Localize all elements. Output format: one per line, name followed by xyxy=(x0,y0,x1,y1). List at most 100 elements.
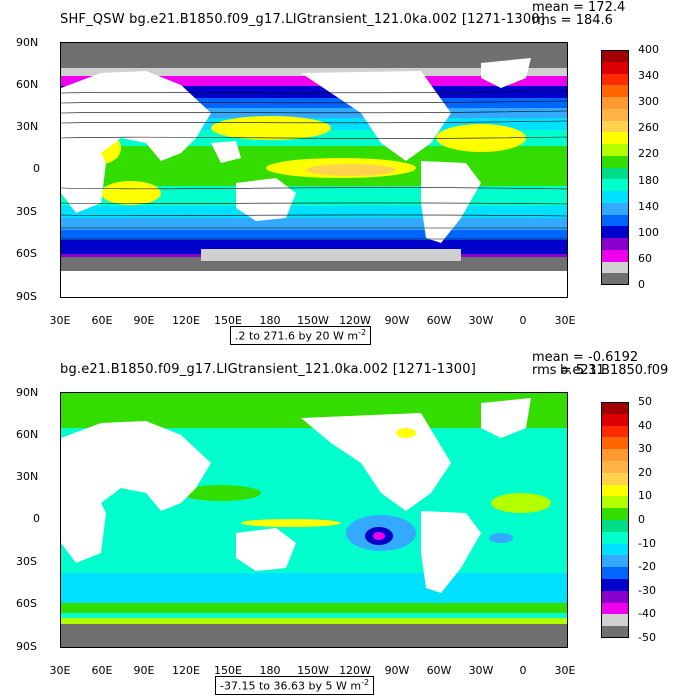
lon-label: 90E xyxy=(133,314,155,327)
colorbar-label: -40 xyxy=(638,607,656,621)
lon-label: 150W xyxy=(297,664,329,677)
colorbar-swatch xyxy=(601,132,629,144)
lon-label: 0 xyxy=(519,664,527,677)
colorbar-swatch xyxy=(601,167,629,180)
colorbar-label: 140 xyxy=(638,199,659,213)
bottom-contour-range-text: -37.15 to 36.63 by 5 W m xyxy=(220,679,362,693)
colorbar-swatch xyxy=(601,261,629,274)
colorbar-swatch xyxy=(601,85,629,97)
lon-label: 180 xyxy=(259,314,281,327)
colorbar-label: 100 xyxy=(638,225,659,239)
colorbar-label: 10 xyxy=(638,489,652,503)
lat-label: 60S xyxy=(16,247,37,260)
colorbar-swatch xyxy=(601,519,629,532)
colorbar-swatch xyxy=(601,108,629,121)
colorbar-swatch xyxy=(601,238,629,250)
colorbar-swatch xyxy=(601,626,629,638)
colorbar-label: 220 xyxy=(638,147,659,161)
lat-label: 60S xyxy=(16,597,37,610)
lon-label: 120W xyxy=(339,314,371,327)
lat-label: 30N xyxy=(16,120,39,133)
lon-label: 150E xyxy=(214,314,242,327)
lon-label: 30E xyxy=(554,664,576,677)
lat-label: 90N xyxy=(16,386,39,399)
lat-label: 30S xyxy=(16,555,37,568)
lat-label: 0 xyxy=(33,162,40,175)
lon-label: 150E xyxy=(214,664,242,677)
lon-label: 60W xyxy=(426,664,452,677)
bottom-colorbar xyxy=(601,402,629,638)
colorbar-swatch xyxy=(601,460,629,473)
colorbar-label: 0 xyxy=(638,513,645,526)
colorbar-swatch xyxy=(601,449,629,461)
lon-label: 90W xyxy=(384,664,410,677)
top-map-graphic xyxy=(61,43,567,297)
bottom-rms-value: rms = 5.31 xyxy=(532,363,605,378)
lat-label: 90S xyxy=(16,640,37,653)
lon-label: 60E xyxy=(91,664,113,677)
lon-label: 30W xyxy=(468,314,494,327)
bottom-map-panel: bg.e21.B1850.f09_g17.LIGtransient_121.0k… xyxy=(0,350,700,700)
lon-label: 120W xyxy=(339,664,371,677)
top-contour-range-exponent: -2 xyxy=(358,328,367,337)
top-colorbar xyxy=(601,50,629,285)
bottom-map-title: bg.e21.B1850.f09_g17.LIGtransient_121.0k… xyxy=(60,362,476,377)
lon-label: 120E xyxy=(172,314,200,327)
lon-label: 30E xyxy=(49,664,71,677)
colorbar-swatch xyxy=(601,543,629,556)
top-map-title: SHF_QSW bg.e21.B1850.f09_g17.LIGtransien… xyxy=(60,12,546,27)
colorbar-swatch xyxy=(601,226,629,238)
colorbar-swatch xyxy=(601,155,629,168)
colorbar-swatch xyxy=(601,50,629,62)
lon-label: 90W xyxy=(384,314,410,327)
lon-label: 30E xyxy=(49,314,71,327)
colorbar-swatch xyxy=(601,97,629,109)
colorbar-label: 300 xyxy=(638,95,659,109)
colorbar-label: -30 xyxy=(638,583,656,597)
colorbar-swatch xyxy=(601,249,629,262)
bottom-contour-range: -37.15 to 36.63 by 5 W m-2 xyxy=(215,676,375,695)
colorbar-swatch xyxy=(601,214,629,227)
colorbar-swatch xyxy=(601,425,629,438)
bottom-map-graphic xyxy=(61,393,567,647)
lat-label: 60N xyxy=(16,428,39,441)
lat-label: 0 xyxy=(33,512,40,525)
colorbar-swatch xyxy=(601,73,629,86)
colorbar-label: 260 xyxy=(638,121,659,135)
colorbar-swatch xyxy=(601,413,629,426)
top-map-plot xyxy=(60,42,568,298)
colorbar-swatch xyxy=(601,273,629,285)
colorbar-swatch xyxy=(601,508,629,520)
colorbar-label: 400 xyxy=(638,43,659,56)
colorbar-label: 180 xyxy=(638,173,659,187)
colorbar-swatch xyxy=(601,590,629,603)
top-map-panel: SHF_QSW bg.e21.B1850.f09_g17.LIGtransien… xyxy=(16,0,659,345)
colorbar-label: 40 xyxy=(638,418,652,432)
lat-label: 30S xyxy=(16,205,37,218)
lon-label: 60E xyxy=(91,314,113,327)
colorbar-label: -10 xyxy=(638,536,656,550)
lon-label: 30W xyxy=(468,664,494,677)
bottom-mean-value: mean = -0.6192 xyxy=(532,350,639,365)
lon-label: 0 xyxy=(519,314,527,327)
colorbar-swatch xyxy=(601,496,629,509)
top-mean-value: mean = 172.4 xyxy=(532,0,626,15)
bottom-overlap-text: b.e21.B1850.f09 xyxy=(560,363,669,378)
top-rms-value: rms = 184.6 xyxy=(532,13,613,28)
colorbar-swatch xyxy=(601,567,629,579)
colorbar-label: 60 xyxy=(638,251,652,265)
colorbar-swatch xyxy=(601,61,629,74)
colorbar-swatch xyxy=(601,179,629,191)
colorbar-label: 50 xyxy=(638,395,652,408)
colorbar-label: -20 xyxy=(638,560,656,574)
colorbar-swatch xyxy=(601,614,629,627)
colorbar-label: -50 xyxy=(638,631,656,644)
colorbar-swatch xyxy=(601,120,629,133)
colorbar-swatch xyxy=(601,191,629,203)
lon-label: 90E xyxy=(133,664,155,677)
colorbar-label: 0 xyxy=(638,278,645,291)
top-contour-range-text: .2 to 271.6 by 20 W m xyxy=(235,329,359,343)
colorbar-label: 30 xyxy=(638,442,652,456)
colorbar-swatch xyxy=(601,578,629,591)
colorbar-swatch xyxy=(601,472,629,485)
